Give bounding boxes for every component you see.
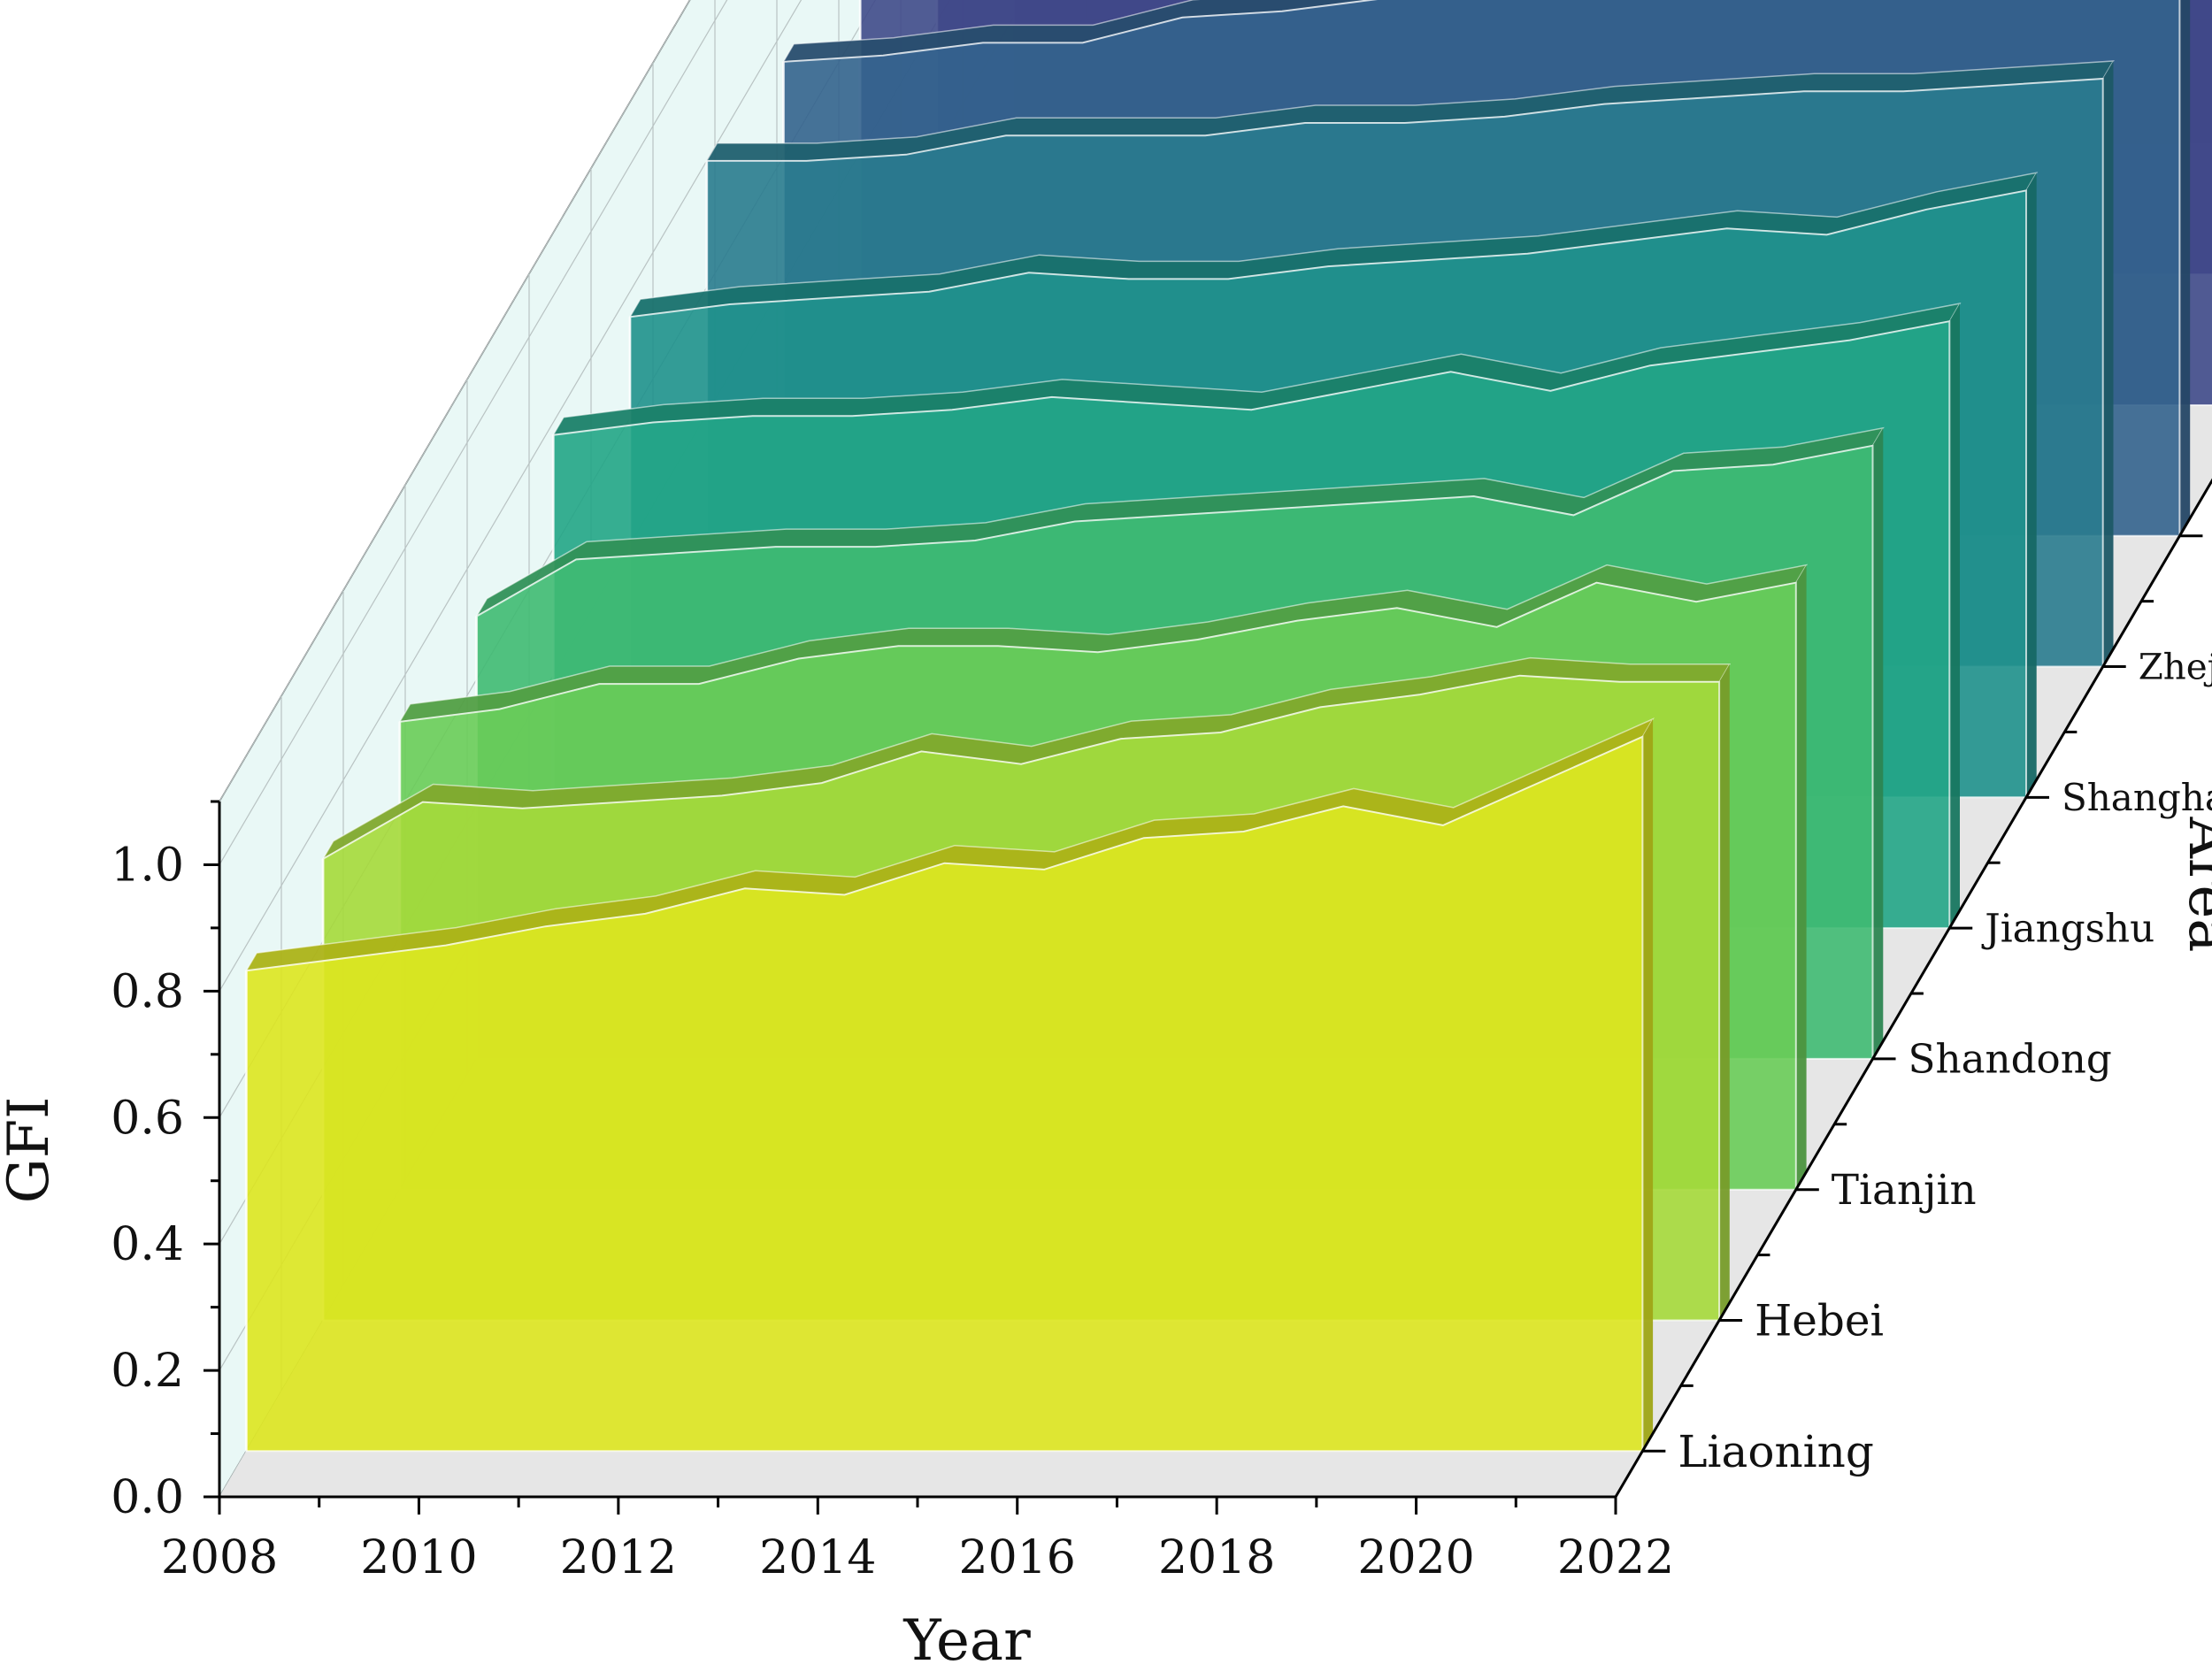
chart-labels-layer: 0.0 0.2 0.4 0.6 0.8 1.0 2008 2010 2012 2014 2016 20… — [111, 646, 2212, 1584]
chart-series-layer — [244, 0, 2212, 1453]
x-axis-title: Year — [902, 1608, 1031, 1672]
x-tick-label: 2018 — [1158, 1531, 1275, 1584]
series-edge-hebei — [1719, 663, 1730, 1321]
y-tick-label: 0.0 — [111, 1471, 184, 1524]
x-tick-label: 2016 — [959, 1531, 1076, 1584]
x-tick-label: 2022 — [1557, 1531, 1674, 1584]
z-tick-label-jiangshu: Jiangshu — [1981, 907, 2154, 951]
chart-axes-layer — [204, 478, 2212, 1515]
series-edge-shandong — [1872, 427, 1884, 1059]
x-tick-label: 2014 — [759, 1531, 876, 1584]
series-edge-tianjin — [1795, 564, 1807, 1190]
y-tick-label: 0.4 — [111, 1218, 184, 1271]
series-edge-jiangshu — [1949, 303, 1960, 929]
y-tick-label: 0.2 — [111, 1345, 184, 1398]
z-axis-title: Area — [2176, 817, 2212, 953]
y-tick-label: 1.0 — [111, 839, 184, 892]
y-tick-label: 0.8 — [111, 965, 184, 1018]
z-axis-line — [1614, 478, 2212, 1498]
x-tick-label: 2020 — [1357, 1531, 1474, 1584]
y-axis-title: GFI — [0, 1097, 62, 1204]
x-tick-label: 2008 — [161, 1531, 278, 1584]
series-area-liaoning — [245, 735, 1644, 1453]
z-tick-label-shanghai: Shanghai — [2062, 776, 2212, 819]
series-liaoning — [244, 717, 1655, 1453]
z-tick-label-hebei: Hebei — [1755, 1296, 1884, 1346]
series-edge-shanghai — [2026, 173, 2037, 798]
x-tick-label: 2010 — [360, 1531, 477, 1584]
z-tick-label-zhejiang: Zhejiang — [2139, 646, 2212, 688]
y-tick-label: 0.6 — [111, 1092, 184, 1145]
series-edge-liaoning — [1642, 718, 1654, 1452]
series-edge-fujian — [2179, 0, 2191, 536]
z-tick-label-tianjin: Tianjin — [1832, 1167, 1977, 1215]
series-edge-zhejiang — [2102, 61, 2114, 667]
z-tick-label-shandong: Shandong — [1909, 1036, 2112, 1083]
x-tick-label: 2012 — [560, 1531, 677, 1584]
z-tick-label-liaoning: Liaoning — [1678, 1426, 1874, 1477]
